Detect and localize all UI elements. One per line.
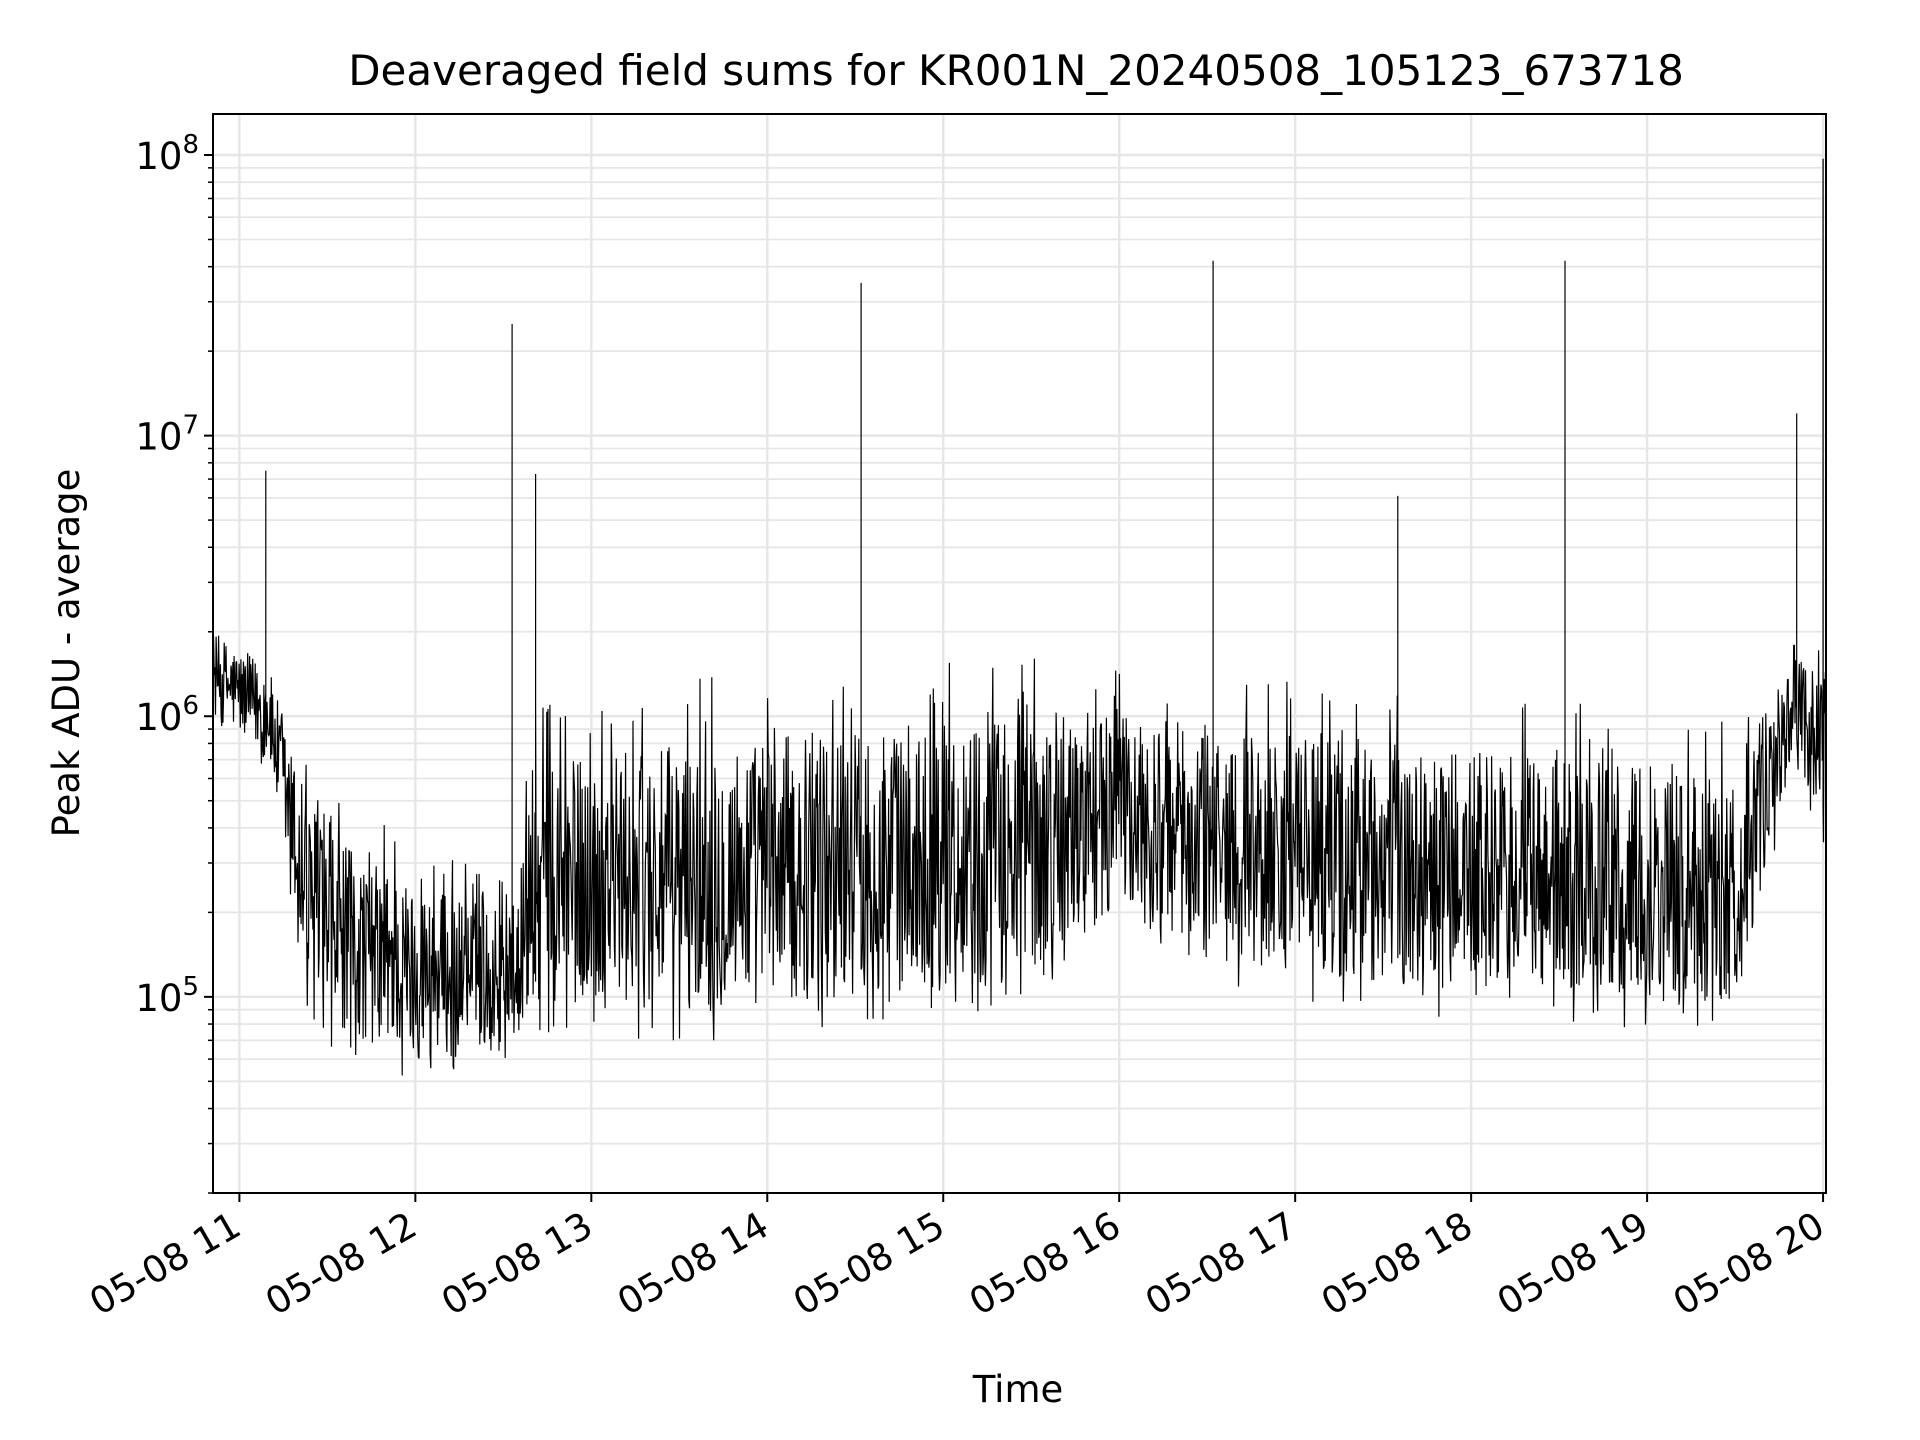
y-tick-label: 107 [135,411,199,459]
x-axis-label: Time [972,1368,1064,1411]
y-axis: 105 106 107 108 [135,130,213,1194]
chart-title: Deaveraged field sums for KR001N_2024050… [348,46,1684,95]
series [212,158,1827,1076]
y-tick-label: 105 [135,972,199,1020]
y-tick-label: 106 [135,691,199,739]
series-line [212,158,1827,1076]
y-tick-label: 108 [135,130,199,178]
plot-frame [212,113,1827,1194]
y-axis-label: Peak ADU - average [45,469,88,838]
